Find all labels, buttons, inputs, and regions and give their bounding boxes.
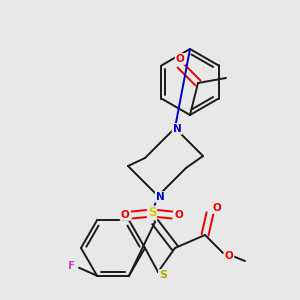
Text: N: N: [156, 192, 164, 202]
Text: O: O: [121, 210, 129, 220]
Text: S: S: [159, 270, 167, 280]
Text: O: O: [225, 251, 233, 261]
Text: N: N: [172, 124, 182, 134]
Text: F: F: [68, 261, 76, 271]
Text: O: O: [175, 210, 183, 220]
Text: O: O: [176, 54, 184, 64]
Text: S: S: [148, 206, 156, 220]
Text: O: O: [213, 203, 221, 213]
